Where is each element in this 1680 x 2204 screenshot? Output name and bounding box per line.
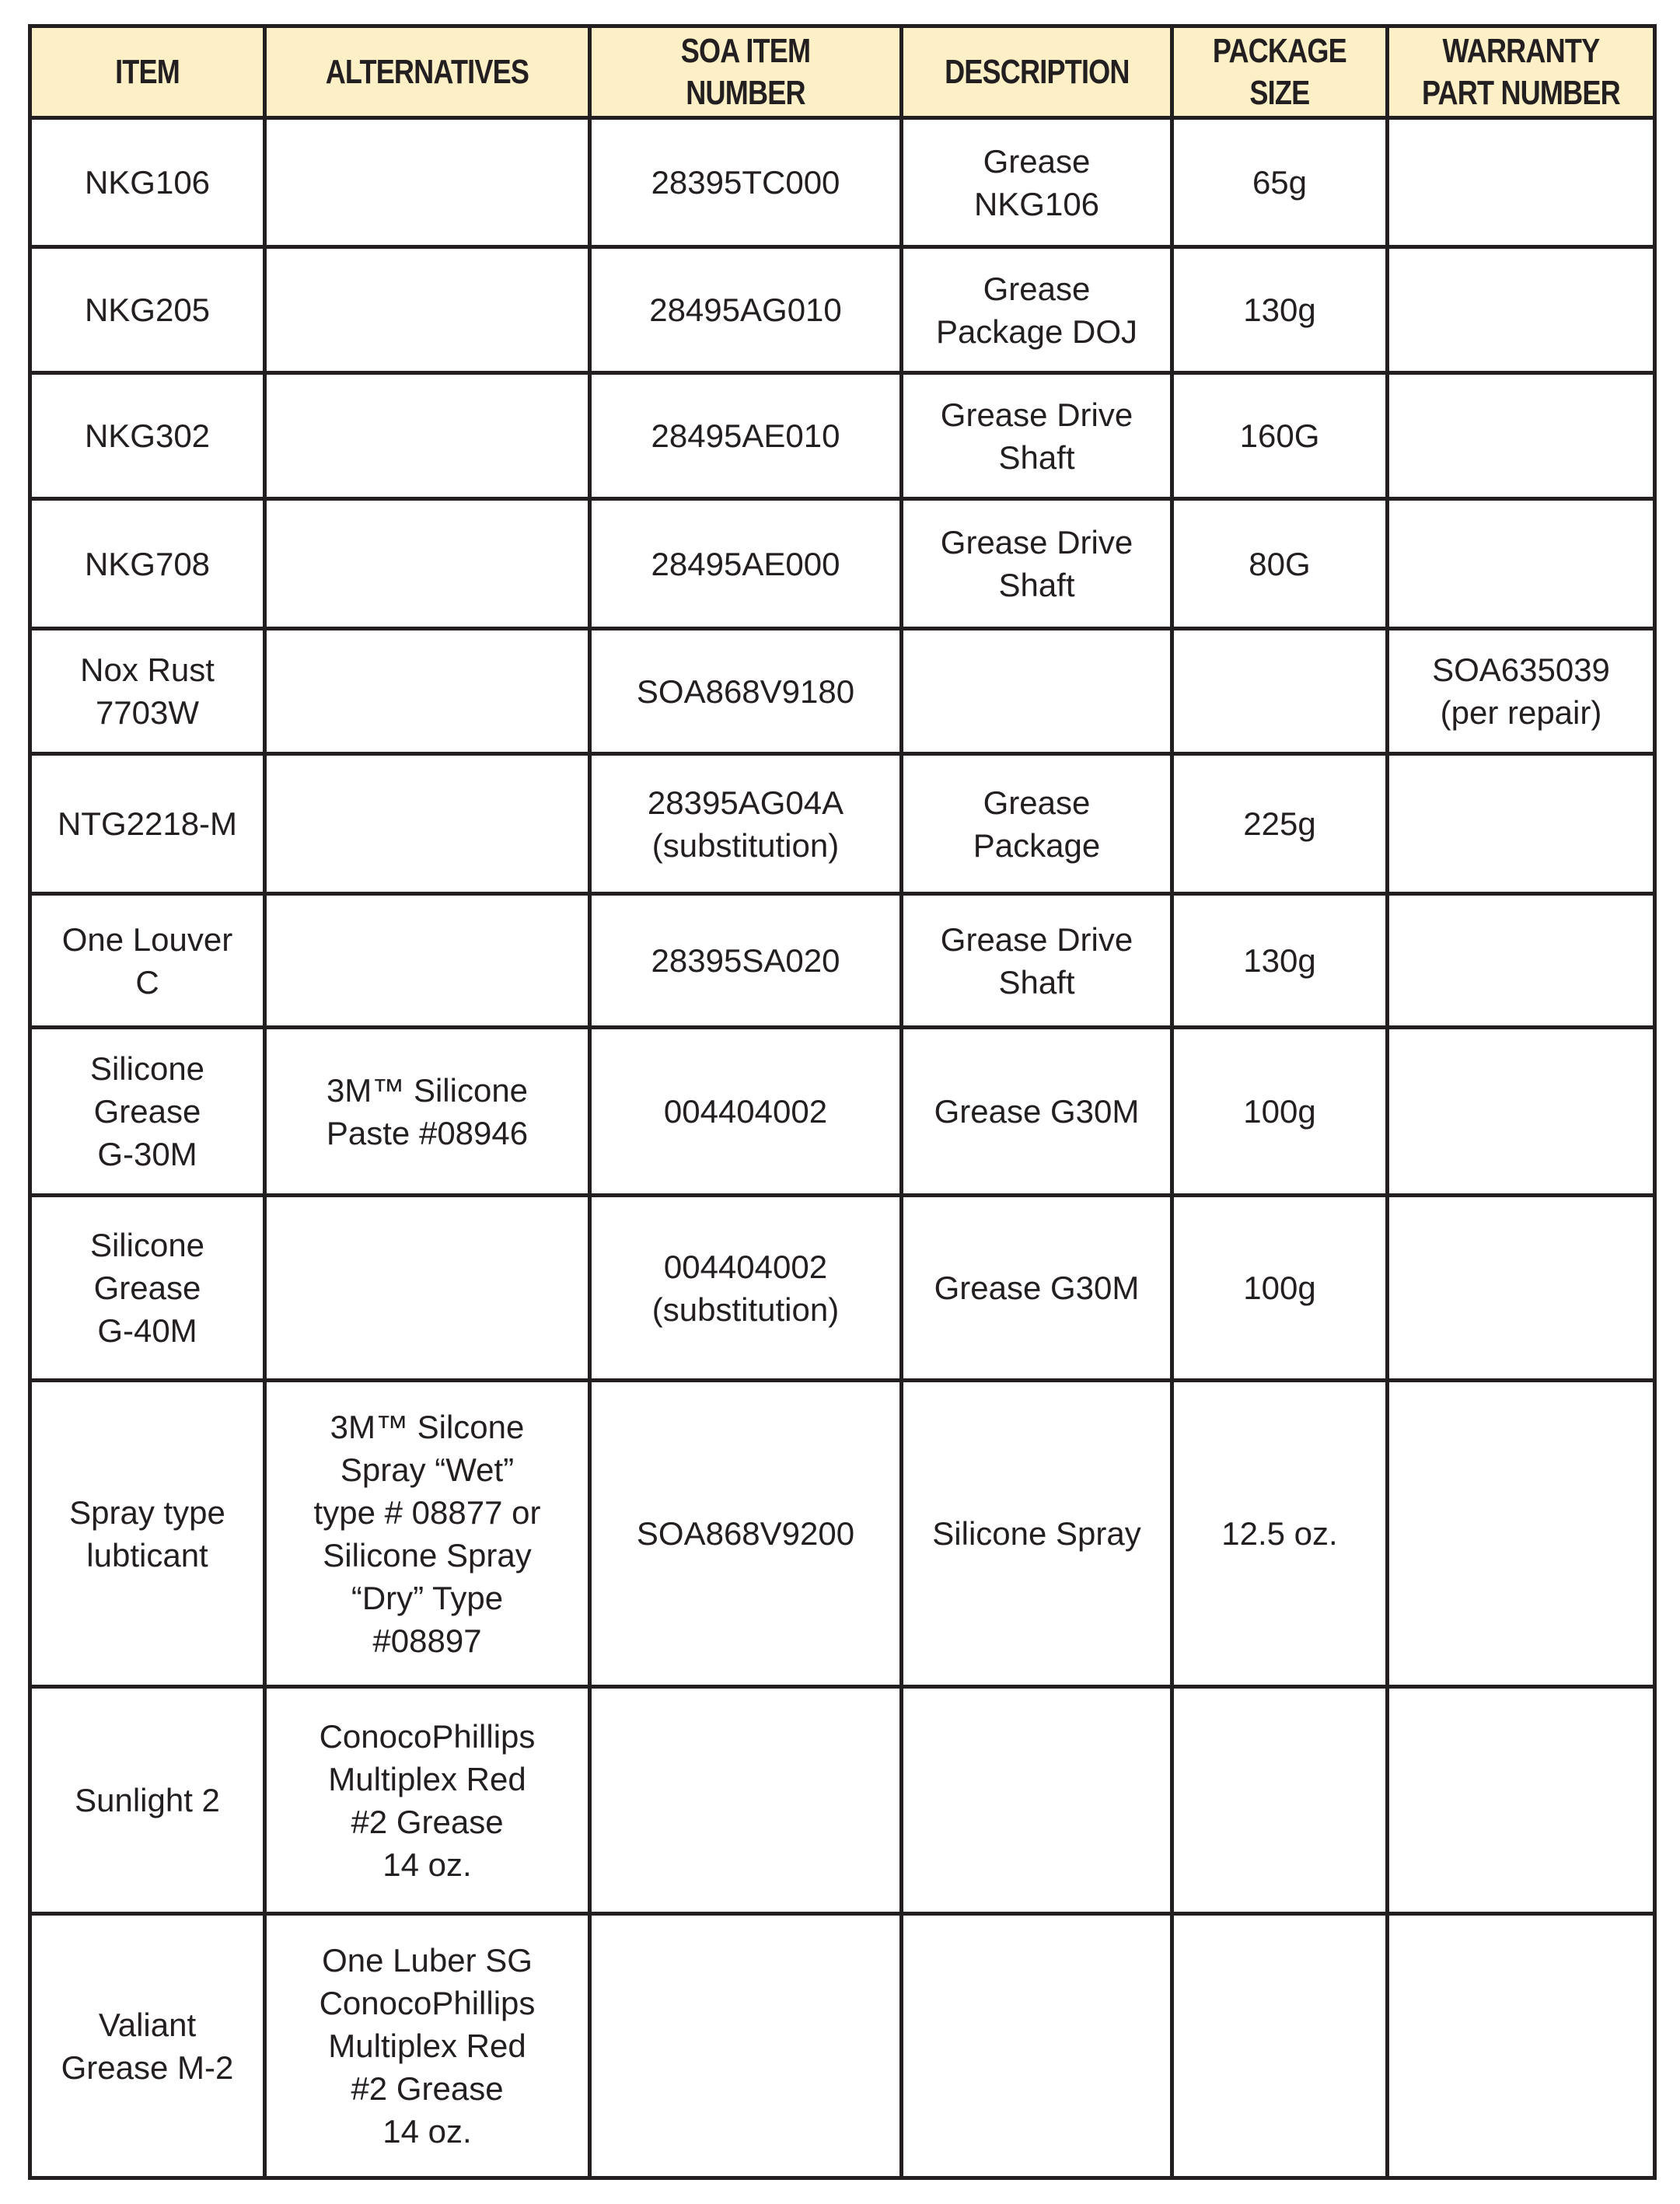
cell-warranty-part-number bbox=[1385, 1193, 1657, 1382]
cell-soa-item-number bbox=[588, 1912, 903, 2180]
cell-item: NKG205 bbox=[28, 245, 267, 375]
cell-item: NKG302 bbox=[28, 371, 267, 501]
cell-alternatives bbox=[263, 892, 592, 1029]
cell-package-size: 100g bbox=[1170, 1193, 1389, 1382]
table-row: Valiant Grease M-2 One Luber SG ConocoPhi… bbox=[28, 1912, 1657, 2180]
cell-package-size: 160G bbox=[1170, 371, 1389, 501]
cell-package-size bbox=[1170, 627, 1389, 756]
cell-alternatives bbox=[263, 752, 592, 896]
cell-alternatives: 3M™ Silcone Spray “Wet” type # 08877 or … bbox=[263, 1378, 592, 1689]
cell-warranty-part-number bbox=[1385, 752, 1657, 896]
cell-soa-item-number: SOA868V9180 bbox=[588, 627, 903, 756]
table-row: Nox Rust 7703W SOA868V9180 SOA635039 (per … bbox=[28, 627, 1657, 756]
cell-description: Grease Package DOJ bbox=[899, 245, 1174, 375]
cell-alternatives bbox=[263, 627, 592, 756]
cell-warranty-part-number bbox=[1385, 245, 1657, 375]
column-header-label: WARRANTY PART NUMBER bbox=[1422, 31, 1621, 112]
cell-warranty-part-number bbox=[1385, 1685, 1657, 1916]
cell-warranty-part-number bbox=[1385, 497, 1657, 630]
cell-alternatives: One Luber SG ConocoPhillips Multiplex Re… bbox=[263, 1912, 592, 2180]
cell-alternatives bbox=[263, 245, 592, 375]
cell-description bbox=[899, 627, 1174, 756]
cell-description: Grease G30M bbox=[899, 1025, 1174, 1197]
column-header-label: PACKAGE SIZE bbox=[1212, 31, 1347, 112]
cell-item: Nox Rust 7703W bbox=[28, 627, 267, 756]
column-header-label: DESCRIPTION bbox=[944, 52, 1130, 91]
cell-package-size: 12.5 oz. bbox=[1170, 1378, 1389, 1689]
cell-description: Grease Drive Shaft bbox=[899, 892, 1174, 1029]
cell-item: Valiant Grease M-2 bbox=[28, 1912, 267, 2180]
cell-package-size bbox=[1170, 1912, 1389, 2180]
cell-package-size: 80G bbox=[1170, 497, 1389, 630]
cell-item: Sunlight 2 bbox=[28, 1685, 267, 1916]
cell-warranty-part-number bbox=[1385, 892, 1657, 1029]
table-row: Sunlight 2 ConocoPhillips Multiplex Red #… bbox=[28, 1685, 1657, 1916]
table-row: NKG302 28495AE010 Grease Drive Shaft 160G bbox=[28, 371, 1657, 501]
cell-alternatives bbox=[263, 1193, 592, 1382]
cell-item: NKG106 bbox=[28, 116, 267, 249]
table-row: Spray type lubticant 3M™ Silcone Spray “W… bbox=[28, 1378, 1657, 1689]
cell-description: Grease Drive Shaft bbox=[899, 371, 1174, 501]
cell-alternatives bbox=[263, 116, 592, 249]
cell-item: NTG2218-M bbox=[28, 752, 267, 896]
cell-soa-item-number: 004404002 (substitution) bbox=[588, 1193, 903, 1382]
column-header-label: ALTERNATIVES bbox=[325, 52, 529, 91]
column-header-label: ITEM bbox=[115, 52, 180, 91]
cell-alternatives: ConocoPhillips Multiplex Red #2 Grease 1… bbox=[263, 1685, 592, 1916]
column-header-description: DESCRIPTION bbox=[899, 24, 1174, 120]
column-header-soa-item-number: SOA ITEM NUMBER bbox=[588, 24, 903, 120]
cell-soa-item-number: SOA868V9200 bbox=[588, 1378, 903, 1689]
table-row: NKG106 28395TC000 Grease NKG106 65g bbox=[28, 116, 1657, 249]
column-header-package-size: PACKAGE SIZE bbox=[1170, 24, 1389, 120]
cell-warranty-part-number bbox=[1385, 371, 1657, 501]
cell-package-size: 225g bbox=[1170, 752, 1389, 896]
cell-warranty-part-number: SOA635039 (per repair) bbox=[1385, 627, 1657, 756]
cell-soa-item-number: 004404002 bbox=[588, 1025, 903, 1197]
table-row: Silicone Grease G-40M 004404002 (substitu… bbox=[28, 1193, 1657, 1382]
cell-package-size: 130g bbox=[1170, 892, 1389, 1029]
grease-parts-table: ITEM ALTERNATIVES SOA ITEM NUMBER DESCRIPTI… bbox=[28, 24, 1657, 2180]
table-row: NKG205 28495AG010 Grease Package DOJ 130g bbox=[28, 245, 1657, 375]
table-row: One Louver C 28395SA020 Grease Drive Shaft… bbox=[28, 892, 1657, 1029]
column-header-item: ITEM bbox=[28, 24, 267, 120]
cell-item: Spray type lubticant bbox=[28, 1378, 267, 1689]
cell-warranty-part-number bbox=[1385, 1378, 1657, 1689]
cell-item: Silicone Grease G-30M bbox=[28, 1025, 267, 1197]
column-header-alternatives: ALTERNATIVES bbox=[263, 24, 592, 120]
cell-description: Grease Package bbox=[899, 752, 1174, 896]
column-header-label: SOA ITEM NUMBER bbox=[680, 31, 811, 112]
cell-description bbox=[899, 1912, 1174, 2180]
cell-alternatives: 3M™ Silicone Paste #08946 bbox=[263, 1025, 592, 1197]
cell-soa-item-number: 28495AG010 bbox=[588, 245, 903, 375]
cell-alternatives bbox=[263, 371, 592, 501]
cell-package-size: 130g bbox=[1170, 245, 1389, 375]
cell-package-size bbox=[1170, 1685, 1389, 1916]
cell-warranty-part-number bbox=[1385, 116, 1657, 249]
cell-description bbox=[899, 1685, 1174, 1916]
cell-soa-item-number: 28395TC000 bbox=[588, 116, 903, 249]
cell-soa-item-number: 28395SA020 bbox=[588, 892, 903, 1029]
cell-description: Silicone Spray bbox=[899, 1378, 1174, 1689]
cell-warranty-part-number bbox=[1385, 1912, 1657, 2180]
cell-description: Grease G30M bbox=[899, 1193, 1174, 1382]
cell-item: Silicone Grease G-40M bbox=[28, 1193, 267, 1382]
cell-description: Grease Drive Shaft bbox=[899, 497, 1174, 630]
cell-warranty-part-number bbox=[1385, 1025, 1657, 1197]
cell-soa-item-number: 28495AE000 bbox=[588, 497, 903, 630]
cell-soa-item-number: 28395AG04A (substitution) bbox=[588, 752, 903, 896]
column-header-warranty-part-number: WARRANTY PART NUMBER bbox=[1385, 24, 1657, 120]
table-row: NKG708 28495AE000 Grease Drive Shaft 80G bbox=[28, 497, 1657, 630]
cell-alternatives bbox=[263, 497, 592, 630]
header-row: ITEM ALTERNATIVES SOA ITEM NUMBER DESCRIPTI… bbox=[28, 24, 1657, 120]
cell-soa-item-number bbox=[588, 1685, 903, 1916]
cell-package-size: 100g bbox=[1170, 1025, 1389, 1197]
cell-item: NKG708 bbox=[28, 497, 267, 630]
cell-soa-item-number: 28495AE010 bbox=[588, 371, 903, 501]
table-row: NTG2218-M 28395AG04A (substitution) Grease… bbox=[28, 752, 1657, 896]
cell-item: One Louver C bbox=[28, 892, 267, 1029]
cell-package-size: 65g bbox=[1170, 116, 1389, 249]
table-row: Silicone Grease G-30M 3M™ Silicone Paste … bbox=[28, 1025, 1657, 1197]
cell-description: Grease NKG106 bbox=[899, 116, 1174, 249]
